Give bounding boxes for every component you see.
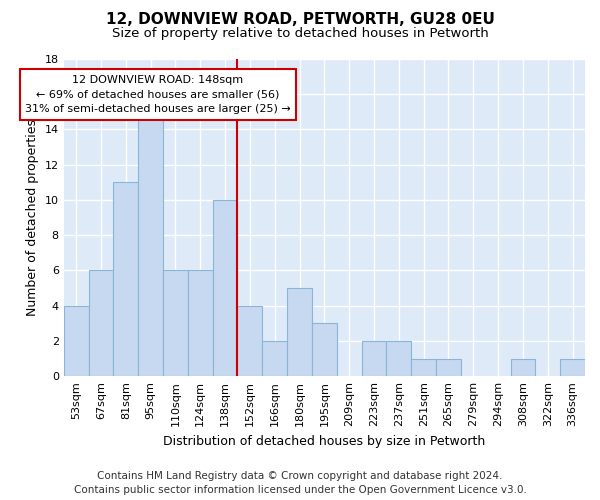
Text: Size of property relative to detached houses in Petworth: Size of property relative to detached ho…	[112, 28, 488, 40]
X-axis label: Distribution of detached houses by size in Petworth: Distribution of detached houses by size …	[163, 434, 485, 448]
Bar	[113, 182, 138, 376]
Bar	[64, 306, 89, 376]
Bar	[89, 270, 113, 376]
Bar	[287, 288, 312, 376]
Bar	[262, 341, 287, 376]
Bar	[188, 270, 212, 376]
Text: Contains HM Land Registry data © Crown copyright and database right 2024.
Contai: Contains HM Land Registry data © Crown c…	[74, 471, 526, 495]
Bar	[138, 112, 163, 376]
Bar	[560, 358, 585, 376]
Bar	[212, 200, 238, 376]
Text: 12, DOWNVIEW ROAD, PETWORTH, GU28 0EU: 12, DOWNVIEW ROAD, PETWORTH, GU28 0EU	[106, 12, 494, 28]
Bar	[511, 358, 535, 376]
Bar	[411, 358, 436, 376]
Bar	[312, 324, 337, 376]
Y-axis label: Number of detached properties: Number of detached properties	[26, 119, 39, 316]
Text: 12 DOWNVIEW ROAD: 148sqm
← 69% of detached houses are smaller (56)
31% of semi-d: 12 DOWNVIEW ROAD: 148sqm ← 69% of detach…	[25, 75, 291, 114]
Bar	[163, 270, 188, 376]
Bar	[436, 358, 461, 376]
Bar	[238, 306, 262, 376]
Bar	[362, 341, 386, 376]
Bar	[386, 341, 411, 376]
